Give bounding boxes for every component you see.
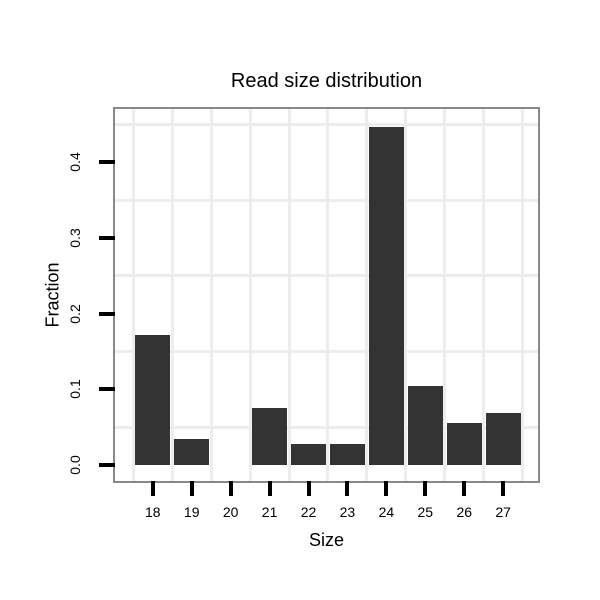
y-tick-0.3 [99,235,115,240]
y-tick-0.2 [99,311,115,316]
y-tick-label-text: 0.3 [67,228,83,248]
y-tick-0.1 [99,387,115,392]
minor-gridline-vertical [326,109,330,481]
x-tick-20 [228,481,233,496]
x-tick-27 [501,481,506,496]
bar-21 [252,408,288,465]
x-tick-22 [306,481,311,496]
minor-gridline-horizontal [115,349,538,353]
chart-title: Read size distribution [230,70,423,92]
x-tick-label-19: 19 [183,504,200,520]
x-axis-title: Size [308,530,344,550]
bar-24 [368,126,404,465]
x-tick-18 [150,481,155,496]
minor-gridline-vertical [365,109,369,481]
x-tick-24 [384,481,389,496]
x-tick-23 [345,481,350,496]
minor-gridline-horizontal [115,274,538,278]
x-tick-label-25: 25 [417,504,434,520]
x-tick-25 [423,481,428,496]
x-tick-label-27: 27 [495,504,511,520]
y-tick-label-text: 0.2 [67,303,83,324]
minor-gridline-vertical [131,109,135,481]
x-tick-label-20: 20 [222,504,239,520]
minor-gridline-vertical [404,109,408,481]
x-tick-19 [189,481,194,496]
y-tick-label-text: 0.4 [67,152,83,172]
minor-gridline-vertical [209,109,213,481]
minor-gridline-vertical [521,109,525,481]
minor-gridline-vertical [287,109,291,481]
minor-gridline-horizontal [115,122,538,126]
bar-19 [174,439,210,465]
minor-gridline-vertical [482,109,486,481]
x-tick-label-18: 18 [145,504,161,520]
x-tick-label-26: 26 [456,504,473,520]
x-tick-26 [462,481,467,496]
y-tick-label-text: 0.1 [67,379,83,400]
bar-25 [407,386,443,465]
x-tick-label-24: 24 [378,504,395,520]
plot-panel [113,107,540,483]
minor-gridline-vertical [443,109,447,481]
x-tick-label-22: 22 [300,504,317,520]
bar-26 [446,422,482,465]
x-tick-21 [267,481,272,496]
bar-23 [329,443,365,465]
minor-gridline-vertical [248,109,252,481]
bar-18 [135,334,171,465]
bar-27 [485,412,521,465]
x-tick-label-23: 23 [339,504,356,520]
y-tick-label-text: 0.0 [67,455,83,475]
y-tick-0.4 [99,160,115,165]
bar-22 [291,443,327,465]
y-tick-0.0 [99,463,115,467]
minor-gridline-vertical [170,109,174,481]
minor-gridline-horizontal [115,198,538,202]
y-axis-title-text: Fraction [42,262,63,328]
x-tick-label-21: 21 [261,504,278,520]
minor-gridline-horizontal [115,425,538,429]
